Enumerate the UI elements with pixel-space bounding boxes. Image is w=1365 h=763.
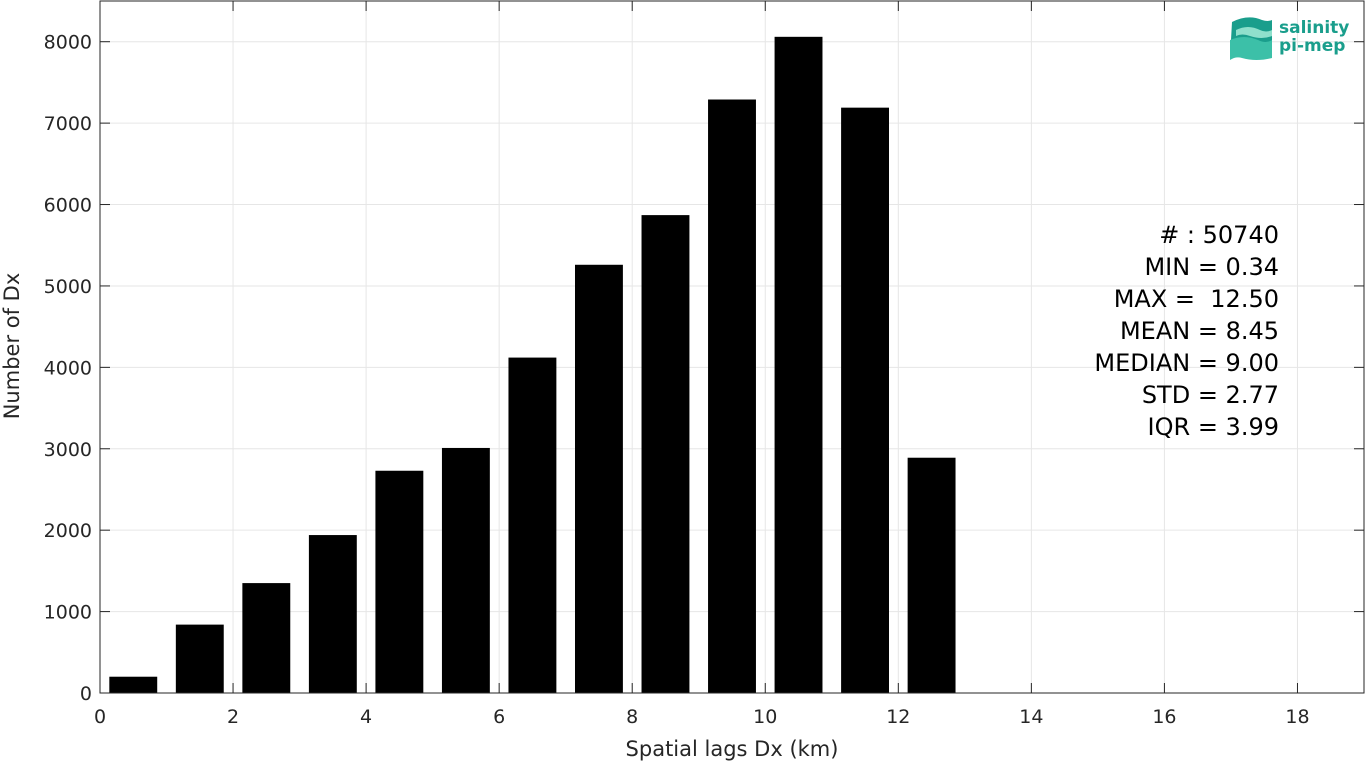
- ticks: [99, 1, 1364, 694]
- bar-10: [774, 36, 823, 694]
- bar-8: [641, 215, 690, 693]
- y-tick-label: 1000: [44, 602, 92, 624]
- y-tick-label: 7000: [44, 113, 92, 135]
- logo-line2: pi-mep: [1279, 36, 1345, 56]
- bar-3: [308, 535, 357, 693]
- bar-12: [907, 457, 956, 693]
- x-tick-labels: 0 2 4 6 8 10 12 14 16 18: [94, 706, 1310, 728]
- bar-5: [441, 447, 490, 693]
- bar-0: [109, 676, 158, 693]
- bar-4: [375, 470, 424, 693]
- x-tick-label: 4: [360, 706, 372, 728]
- logo-waves-icon: [1230, 17, 1272, 60]
- stats-annotation: # : 50740 MIN = 0.34 MAX = 12.50 MEAN = 8.4…: [1094, 221, 1279, 441]
- stat-line-5: STD = 2.77: [1142, 381, 1279, 409]
- bar-2: [242, 583, 291, 693]
- stat-line-6: IQR = 3.99: [1148, 413, 1279, 441]
- y-tick-label: 6000: [44, 195, 92, 217]
- x-axis-label: Spatial lags Dx (km): [626, 737, 839, 761]
- bar-11: [841, 107, 890, 693]
- y-tick-label: 8000: [44, 32, 92, 54]
- y-tick-label: 5000: [44, 276, 92, 298]
- stat-line-2: MAX = 12.50: [1114, 285, 1279, 313]
- salinity-pi-mep-logo: salinity pi-mep: [1230, 17, 1349, 60]
- y-tick-label: 2000: [44, 520, 92, 542]
- y-tick-labels: 0 1000 2000 3000 4000 5000 6000 7000 8000: [44, 32, 92, 705]
- stat-line-3: MEAN = 8.45: [1120, 317, 1279, 345]
- stat-line-4: MEDIAN = 9.00: [1094, 349, 1279, 377]
- x-tick-label: 14: [1019, 706, 1043, 728]
- bar-7: [574, 264, 623, 693]
- stat-line-0: # : 50740: [1159, 221, 1279, 249]
- x-tick-label: 8: [626, 706, 638, 728]
- x-tick-label: 16: [1152, 706, 1176, 728]
- x-tick-label: 6: [493, 706, 505, 728]
- x-tick-label: 2: [227, 706, 239, 728]
- y-tick-label: 3000: [44, 439, 92, 461]
- bars: [109, 36, 956, 694]
- x-tick-label: 12: [886, 706, 910, 728]
- stat-line-1: MIN = 0.34: [1144, 253, 1279, 281]
- plot-frame: [99, 0, 1365, 694]
- bar-6: [508, 357, 557, 693]
- logo-line1: salinity: [1279, 18, 1349, 38]
- y-tick-label: 0: [80, 683, 92, 705]
- x-tick-label: 18: [1285, 706, 1309, 728]
- y-tick-label: 4000: [44, 357, 92, 379]
- x-tick-label: 10: [753, 706, 777, 728]
- x-tick-label: 0: [94, 706, 106, 728]
- y-axis-label: Number of Dx: [0, 273, 24, 420]
- bar-1: [175, 624, 224, 693]
- bar-9: [708, 99, 756, 693]
